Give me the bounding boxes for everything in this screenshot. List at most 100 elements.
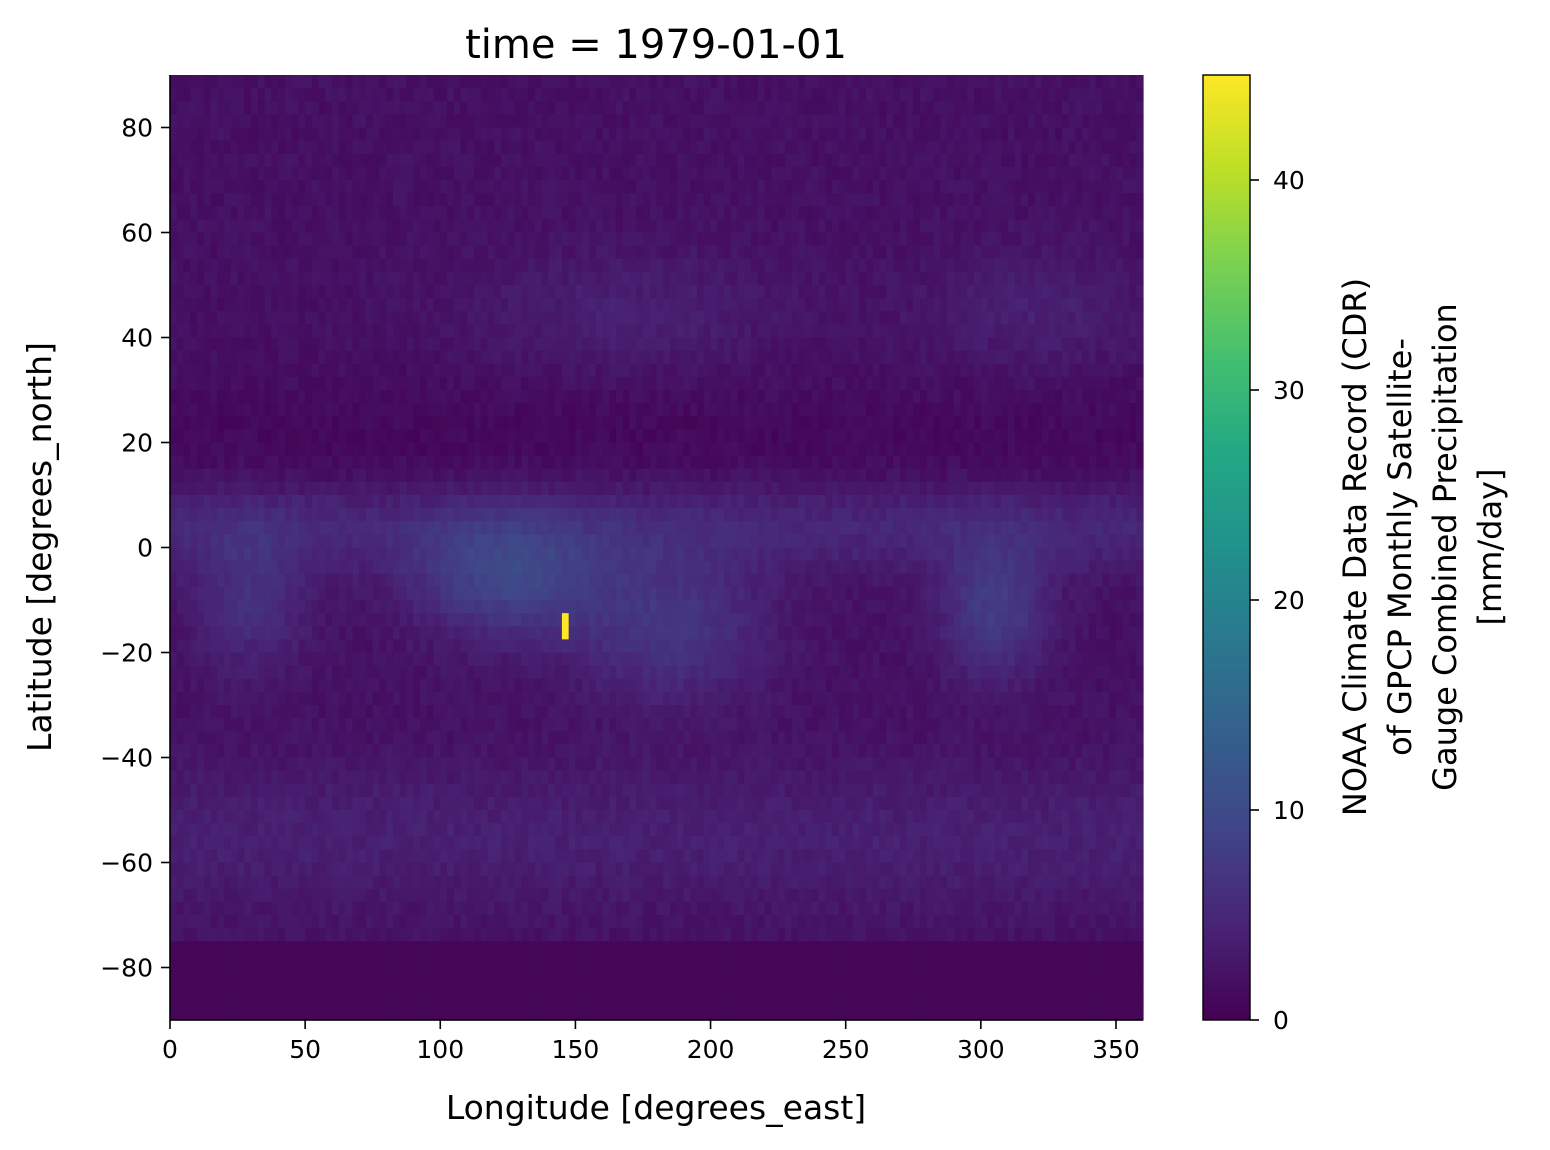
- heatmap-cell: [933, 245, 941, 260]
- heatmap-cell: [494, 75, 502, 89]
- heatmap-cell: [291, 442, 299, 457]
- heatmap-cell: [257, 403, 266, 417]
- heatmap-cell: [548, 455, 556, 470]
- heatmap-cell: [264, 193, 272, 207]
- heatmap-cell: [683, 429, 691, 444]
- heatmap-cell: [670, 311, 678, 325]
- heatmap-cell: [865, 166, 874, 181]
- heatmap-cell: [210, 245, 218, 260]
- heatmap-cell: [1102, 363, 1110, 378]
- heatmap-cell: [892, 180, 901, 194]
- heatmap-cell: [521, 376, 529, 391]
- heatmap-cell: [906, 376, 914, 391]
- heatmap-cell: [359, 429, 367, 444]
- heatmap-cell: [278, 153, 286, 168]
- heatmap-cell: [1041, 140, 1050, 155]
- heatmap-cell: [1061, 455, 1070, 470]
- heatmap-cell: [670, 363, 678, 378]
- heatmap-cell: [737, 245, 745, 260]
- heatmap-cell: [642, 245, 651, 260]
- heatmap-cell: [920, 390, 928, 404]
- heatmap-cell: [365, 403, 374, 417]
- heatmap-cell: [271, 153, 279, 168]
- heatmap-cell: [703, 101, 712, 115]
- heatmap-cell: [1102, 311, 1110, 325]
- heatmap-cell: [825, 180, 833, 194]
- heatmap-cell: [892, 258, 901, 273]
- heatmap-cell: [1095, 180, 1104, 194]
- heatmap-cell: [352, 495, 360, 509]
- heatmap-cell: [1007, 127, 1016, 142]
- heatmap-cell: [311, 193, 320, 207]
- heatmap-cell: [453, 101, 462, 115]
- heatmap-cell: [406, 390, 414, 404]
- heatmap-cell: [338, 271, 347, 286]
- heatmap-cell: [629, 468, 637, 483]
- heatmap-cell: [994, 429, 1002, 444]
- heatmap-cell: [386, 114, 394, 129]
- heatmap-cell: [676, 258, 685, 273]
- heatmap-cell: [987, 114, 995, 129]
- heatmap-cell: [420, 101, 428, 115]
- heatmap-cell: [683, 324, 691, 339]
- heatmap-cell: [433, 206, 441, 220]
- heatmap-cell: [960, 206, 968, 220]
- heatmap-cell: [1068, 508, 1077, 522]
- heatmap-cell: [568, 153, 577, 168]
- heatmap-cell: [548, 363, 556, 378]
- heatmap-cell: [291, 258, 299, 273]
- heatmap-cell: [332, 180, 340, 194]
- heatmap-cell: [426, 481, 435, 496]
- heatmap-cell: [974, 206, 982, 220]
- heatmap-cell: [447, 455, 455, 470]
- heatmap-cell: [278, 258, 286, 273]
- heatmap-cell: [744, 114, 752, 129]
- heatmap-cell: [933, 455, 941, 470]
- heatmap-cell: [230, 258, 239, 273]
- heatmap-cell: [1034, 245, 1043, 260]
- heatmap-cell: [244, 429, 252, 444]
- heatmap-cell: [838, 481, 847, 496]
- heatmap-cell: [365, 468, 374, 483]
- heatmap-cell: [561, 429, 570, 444]
- heatmap-cell: [311, 442, 320, 457]
- heatmap-cell: [230, 403, 239, 417]
- heatmap-cell: [886, 193, 894, 207]
- heatmap-cell: [217, 311, 225, 325]
- heatmap-cell: [170, 127, 178, 142]
- heatmap-cell: [1055, 140, 1063, 155]
- heatmap-cell: [318, 429, 327, 444]
- heatmap-cell: [224, 101, 232, 115]
- heatmap-cell: [197, 153, 205, 168]
- heatmap-cell: [575, 166, 583, 181]
- heatmap-cell: [338, 258, 347, 273]
- heatmap-cell: [1034, 311, 1043, 325]
- heatmap-cell: [352, 140, 360, 155]
- heatmap-cell: [379, 232, 387, 247]
- heatmap-cell: [595, 350, 604, 365]
- heatmap-cell: [548, 193, 556, 207]
- heatmap-cell: [926, 416, 935, 430]
- heatmap-cell: [791, 193, 799, 207]
- heatmap-cell: [467, 324, 475, 339]
- heatmap-cell: [176, 285, 185, 299]
- heatmap-cell: [744, 75, 752, 89]
- heatmap-cell: [568, 416, 577, 430]
- heatmap-cell: [420, 429, 428, 444]
- heatmap-cell: [838, 508, 847, 522]
- heatmap-cell: [737, 337, 745, 352]
- heatmap-cell: [947, 363, 955, 378]
- heatmap-cell: [311, 311, 320, 325]
- heatmap-cell: [244, 376, 252, 391]
- heatmap-cell: [595, 403, 604, 417]
- heatmap-cell: [332, 193, 340, 207]
- heatmap-cell: [453, 403, 462, 417]
- heatmap-cell: [399, 311, 408, 325]
- heatmap-cell: [318, 75, 327, 89]
- heatmap-cell: [568, 271, 577, 286]
- heatmap-cell: [926, 403, 935, 417]
- heatmap-cell: [480, 508, 489, 522]
- heatmap-cell: [697, 180, 705, 194]
- heatmap-cell: [264, 337, 272, 352]
- heatmap-cell: [528, 219, 536, 234]
